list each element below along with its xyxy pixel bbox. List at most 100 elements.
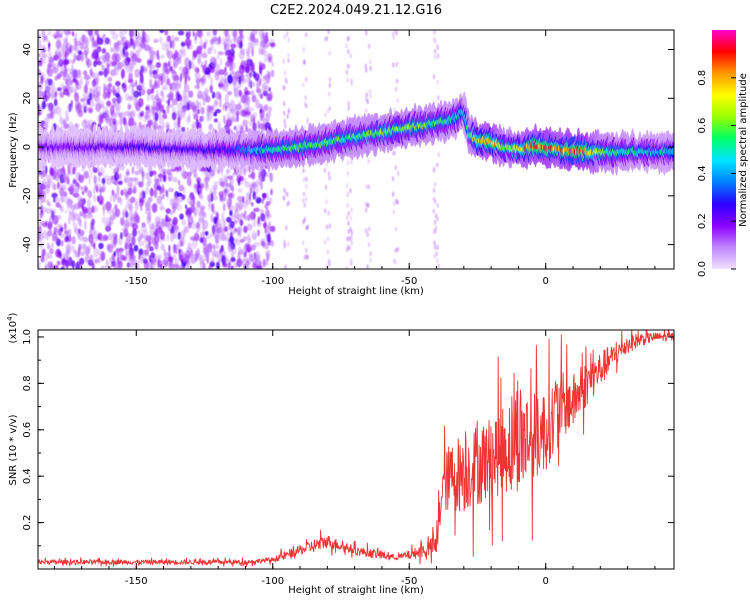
noise-mark: [128, 72, 133, 83]
noise-mark: [209, 66, 216, 74]
noise-mark: [153, 188, 158, 198]
noise-mark: [104, 84, 110, 91]
noise-mark: [238, 89, 242, 97]
noise-mark: [65, 32, 69, 41]
noise-mark: [98, 187, 104, 193]
noise-mark: [105, 259, 110, 269]
noise-mark: [93, 174, 97, 185]
noise-mark: [235, 264, 238, 269]
noise-mark: [52, 54, 59, 61]
noise-mark: [58, 71, 66, 77]
noise-mark: [328, 50, 331, 56]
noise-mark: [392, 62, 395, 68]
noise-mark: [238, 64, 246, 75]
noise-mark: [282, 195, 286, 201]
noise-mark: [265, 32, 269, 37]
noise-mark: [433, 54, 437, 60]
noise-mark: [42, 206, 48, 213]
noise-mark: [246, 54, 251, 65]
noise-mark: [217, 51, 224, 56]
noise-mark: [367, 43, 371, 49]
y-tick-label: 20: [22, 92, 33, 105]
noise-mark: [235, 110, 240, 117]
noise-mark: [172, 243, 176, 254]
noise-mark: [156, 185, 162, 191]
noise-mark: [238, 104, 242, 110]
noise-mark: [173, 196, 180, 206]
noise-mark: [102, 33, 106, 39]
noise-mark: [113, 213, 117, 220]
noise-mark: [98, 103, 105, 109]
noise-mark: [178, 66, 184, 72]
noise-mark: [230, 99, 235, 108]
noise-mark: [50, 208, 53, 214]
noise-mark: [131, 258, 138, 266]
noise-mark: [173, 233, 178, 240]
x-tick-label: -150: [125, 276, 148, 287]
noise-mark: [392, 201, 396, 207]
noise-mark: [127, 182, 133, 188]
noise-mark: [323, 167, 327, 173]
noise-mark: [89, 87, 93, 95]
noise-mark: [369, 65, 372, 71]
noise-mark: [132, 42, 136, 50]
noise-mark: [436, 53, 440, 59]
noise-mark: [199, 205, 206, 211]
noise-mark: [237, 177, 241, 187]
noise-mark: [152, 72, 159, 80]
noise-mark: [187, 221, 192, 229]
noise-mark: [208, 264, 213, 269]
noise-mark: [267, 221, 272, 230]
noise-mark: [89, 68, 93, 77]
noise-mark: [75, 99, 81, 109]
noise-mark: [366, 98, 369, 104]
spectrogram-ridge: [38, 91, 674, 176]
noise-mark: [41, 91, 46, 98]
spectrogram-marks: [38, 30, 674, 269]
noise-mark: [192, 111, 197, 118]
noise-mark: [328, 175, 331, 181]
noise-mark: [193, 65, 198, 72]
noise-mark: [263, 50, 268, 57]
noise-mark: [134, 170, 140, 176]
noise-mark: [224, 93, 229, 104]
noise-mark: [211, 244, 216, 249]
noise-mark: [140, 206, 143, 212]
noise-mark: [120, 217, 125, 226]
noise-mark: [185, 204, 188, 210]
noise-mark: [84, 30, 91, 33]
noise-mark: [236, 195, 244, 202]
noise-mark: [97, 195, 100, 202]
noise-mark: [93, 247, 99, 258]
noise-mark: [86, 75, 92, 80]
noise-mark: [204, 230, 209, 236]
noise-mark: [287, 108, 291, 114]
noise-mark: [226, 216, 232, 223]
noise-mark: [235, 238, 241, 246]
noise-mark: [125, 178, 128, 183]
noise-mark: [303, 218, 306, 224]
noise-mark: [102, 92, 108, 100]
noise-mark: [157, 179, 162, 187]
noise-mark: [47, 105, 51, 113]
noise-mark: [59, 114, 62, 122]
noise-mark: [73, 32, 78, 38]
noise-mark: [369, 251, 372, 257]
noise-mark: [67, 104, 71, 110]
noise-mark: [159, 30, 165, 34]
noise-mark: [268, 87, 271, 92]
noise-mark: [268, 197, 273, 204]
noise-mark: [73, 53, 77, 62]
noise-mark: [95, 183, 102, 188]
noise-mark: [230, 43, 237, 49]
noise-mark: [256, 97, 259, 107]
noise-mark: [229, 204, 235, 212]
noise-mark: [396, 200, 400, 206]
noise-mark: [51, 233, 54, 242]
noise-mark: [96, 36, 99, 45]
noise-mark: [102, 105, 109, 116]
noise-mark: [194, 171, 197, 179]
noise-mark: [433, 182, 437, 188]
noise-mark: [46, 113, 53, 119]
